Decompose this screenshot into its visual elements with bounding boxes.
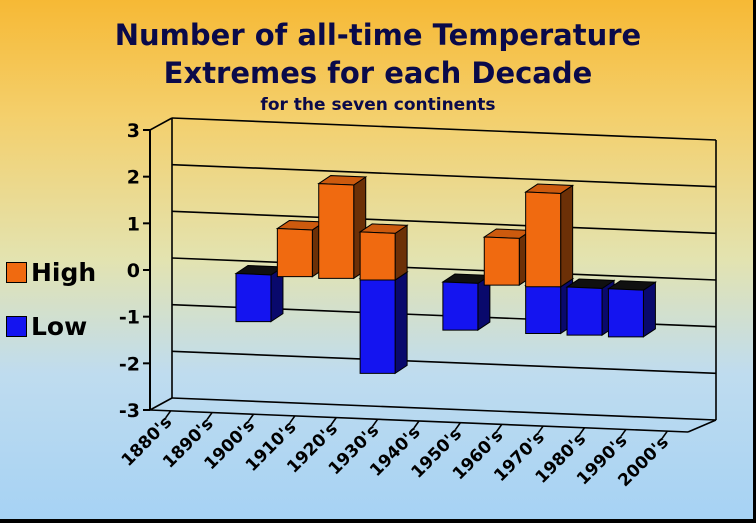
bar-low-7 [441,273,492,332]
bar-high-3 [275,220,326,278]
x-tick-1 [206,412,213,421]
legend-label-high: High [31,258,97,287]
x-tick-12 [661,430,668,439]
x-tick-4 [330,417,337,426]
y-tick-label-2: -1 [119,307,140,329]
y-tick-label-0: -3 [119,400,140,422]
x-tick-8 [496,423,503,432]
x-tick-0 [165,410,172,419]
gridline-6 [171,117,717,141]
y-tick-label-3: 0 [127,260,140,282]
x-tick-7 [454,422,462,431]
gridline-3 [171,257,717,281]
chart-title-line1: Number of all-time Temperature [114,18,642,52]
gridline-4 [171,210,717,235]
x-tick-3 [289,415,296,424]
bar-high-9 [524,183,575,288]
legend-label-low: Low [31,312,88,341]
x-tick-2 [247,413,255,422]
bar-low-5 [358,270,409,375]
legend-swatch-high [6,262,27,283]
x-tick-5 [371,418,379,427]
y-tick-label-1: -2 [119,353,140,375]
y-tick-label-5: 2 [127,167,140,189]
legend-item-high: High [6,258,96,287]
bar-low-10 [565,278,616,337]
x-tick-10 [578,427,586,436]
floor-right-edge [687,419,717,433]
y-tick-label-4: 1 [127,213,140,235]
legend-item-low: Low [6,312,87,341]
chart-title-line2: Extremes for each Decade [163,56,593,90]
bar-low-11 [606,280,657,338]
bar-high-5 [358,223,409,281]
bar-high-8 [482,228,533,287]
bar-high-4 [317,175,368,280]
side-wall-bottom [149,397,173,411]
x-tick-6 [413,420,420,429]
gridline-5 [171,163,717,188]
side-wall-top [149,117,173,131]
gridline-1 [171,350,717,375]
x-tick-9 [537,425,544,434]
gridline-0 [171,397,717,421]
x-tick-11 [620,428,627,437]
y-tick-label-6: 3 [127,120,140,142]
legend-swatch-low [6,316,27,337]
chart-subtitle: for the seven continents [260,95,496,115]
bar-low-2 [234,265,285,323]
